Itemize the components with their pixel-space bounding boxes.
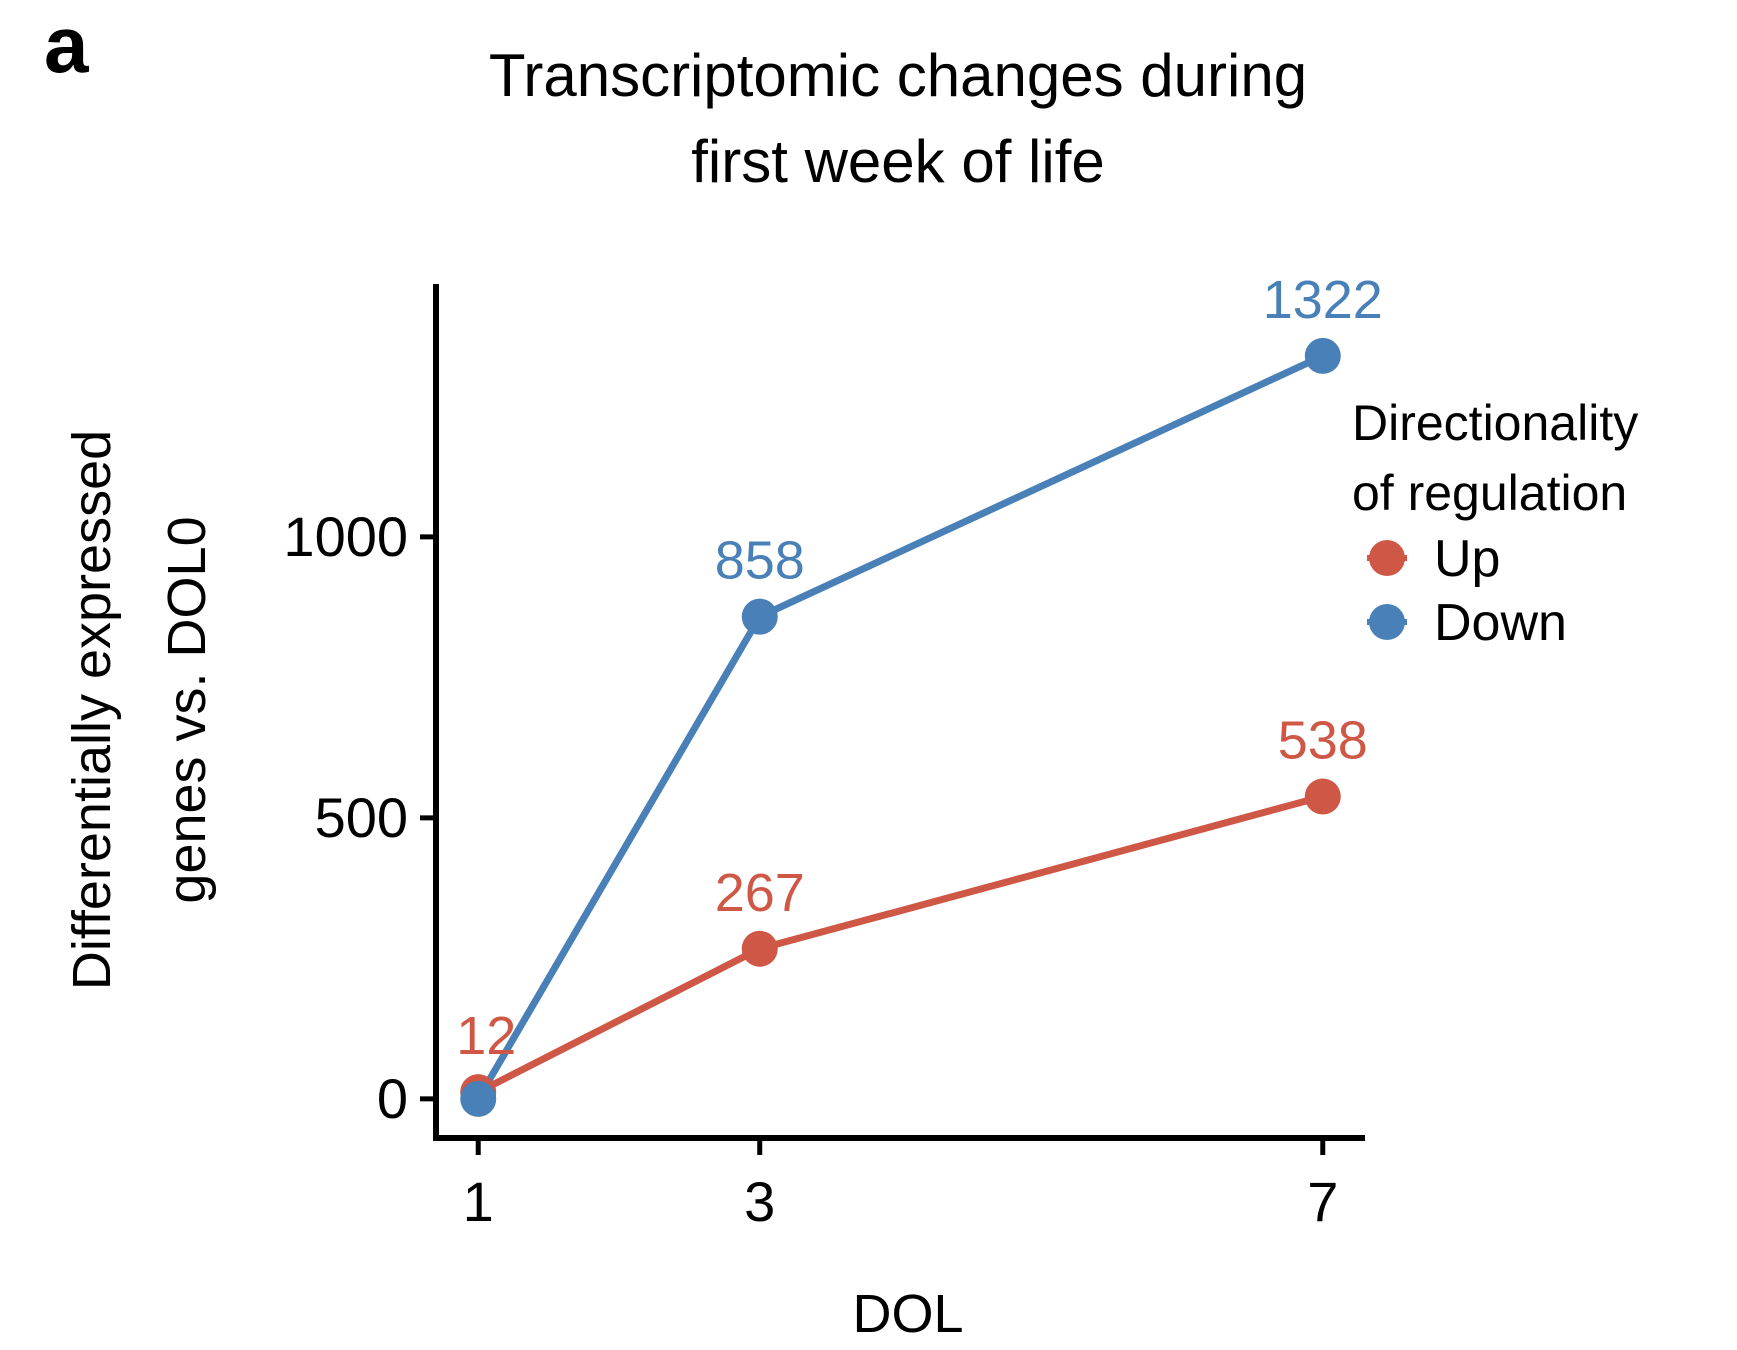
point-down-dol7 — [1304, 337, 1341, 374]
data-label-up-dol3: 267 — [715, 863, 805, 923]
data-label-up-dol7: 538 — [1278, 711, 1368, 771]
point-down-dol3 — [741, 598, 778, 635]
legend-title-line-1: Directionality — [1352, 395, 1638, 451]
point-up-dol3 — [741, 930, 778, 967]
legend-label-up: Up — [1434, 530, 1500, 588]
legend-label-down: Down — [1434, 594, 1567, 652]
y-tick-label-0: 0 — [377, 1067, 408, 1130]
data-label-down-dol7: 1322 — [1263, 270, 1383, 330]
y-axis-label: Differentially expressed genes vs. DOL0 — [62, 430, 217, 990]
series-line-down — [475, 352, 1325, 1101]
data-label-up-dol1: 12 — [456, 1006, 516, 1066]
y-axis-label-line-2: genes vs. DOL0 — [157, 516, 217, 903]
x-tick-label-1: 1 — [463, 1170, 494, 1233]
legend-marker-down — [1369, 604, 1405, 640]
x-tick-label-3: 3 — [744, 1170, 775, 1233]
y-axis-label-line-1: Differentially expressed — [62, 430, 122, 990]
series-line-up — [476, 793, 1324, 1096]
legend: Directionality of regulation Up Down — [1352, 395, 1638, 652]
point-down-dol1 — [460, 1080, 497, 1117]
x-tick-label-7: 7 — [1307, 1170, 1338, 1233]
data-label-down-dol3: 858 — [715, 531, 805, 591]
y-tick-label-1000: 1000 — [283, 505, 408, 568]
point-up-dol7 — [1304, 778, 1341, 815]
chart-title-line-2: first week of life — [691, 128, 1104, 195]
y-tick-label-500: 500 — [315, 786, 408, 849]
chart-title-line-1: Transcriptomic changes during — [489, 42, 1307, 109]
panel-label: a — [44, 0, 89, 89]
legend-title-line-2: of regulation — [1352, 465, 1627, 521]
x-axis-label: DOL — [852, 1284, 963, 1344]
legend-marker-up — [1369, 540, 1405, 576]
